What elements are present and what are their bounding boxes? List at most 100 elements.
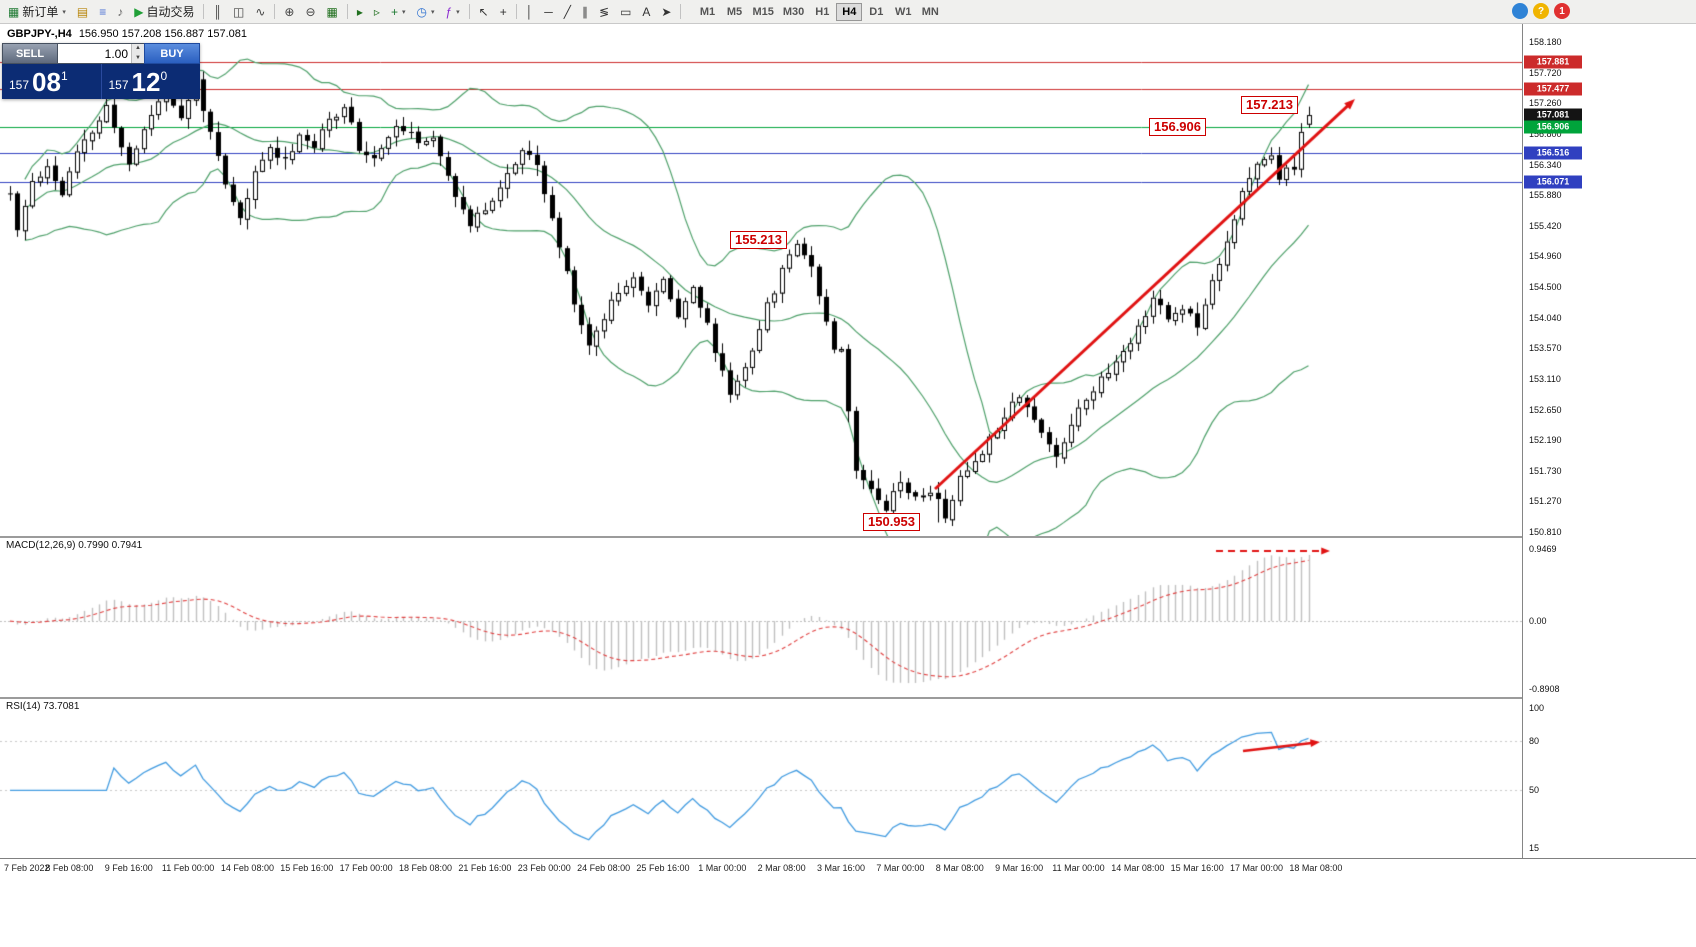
caret-down-icon: ▾ [430, 8, 435, 16]
toolbar: ▦ 新订单 ▾ ▤ ≡ ♪ ▶ 自动交易 ║ ◫ ∿ ⊕ ⊖ ▦ ▸ ▹ + ▾ ◷ ▾ ƒ ▾ ↖ + │ ─ ╱ ∥ ≶ ▭ A ➤ M1… [0, 0, 1696, 24]
bar-chart-icon[interactable]: ║ [208, 2, 227, 22]
price-level-tag: 157.477 [1524, 82, 1582, 96]
toolbar-right: ? 1 [1512, 3, 1570, 19]
arrow-objects-icon[interactable]: ➤ [656, 2, 676, 22]
panel-separator[interactable] [0, 536, 1696, 538]
toolbar-separator [680, 4, 682, 19]
charts-grid-icon[interactable]: ▤ [72, 2, 93, 22]
chart-shift-icon[interactable]: ▹ [369, 2, 385, 22]
time-axis-label: 11 Mar 00:00 [1052, 863, 1105, 873]
volume-up-button[interactable]: ▲ [132, 44, 144, 54]
new-chart-button[interactable]: + ▾ [386, 2, 411, 22]
macd-scale-label: 0.9469 [1529, 544, 1557, 554]
tile-windows-icon-glyph: ▦ [326, 4, 338, 19]
time-axis-label: 18 Feb 08:00 [398, 863, 453, 873]
caret-down-icon: ▾ [62, 8, 66, 16]
bar-chart-icon-glyph: ║ [213, 4, 222, 19]
new-order-button[interactable]: ▦ 新订单 ▾ [3, 2, 71, 22]
text-label-icon[interactable]: A [637, 2, 655, 22]
price-axis-label: 151.730 [1529, 465, 1562, 476]
vertical-line-icon[interactable]: │ [521, 2, 539, 22]
price-annotation[interactable]: 157.213 [1241, 96, 1298, 114]
crosshair-icon-glyph: + [499, 4, 507, 19]
price-annotation[interactable]: 155.213 [730, 231, 787, 249]
time-axis[interactable]: 7 Feb 2022 8 Feb 08:00 9 Feb 16:00 11 Feb 0… [0, 858, 1696, 879]
time-axis-label: 9 Feb 16:00 [104, 863, 153, 873]
time-axis-label: 21 Feb 16:00 [458, 863, 512, 873]
line-chart-icon[interactable]: ∿ [250, 2, 270, 22]
zoom-in-icon-glyph: ⊕ [284, 4, 295, 19]
time-axis-label: 1 Mar 00:00 [698, 863, 747, 873]
toolbar-separator [515, 4, 517, 19]
timeframe-h1[interactable]: H1 [815, 5, 830, 18]
bid-big-digits: 08 [32, 66, 61, 97]
macd-scale-label: -0.8908 [1529, 684, 1560, 694]
timeframe-m15[interactable]: M15 [752, 5, 774, 18]
indicators-button[interactable]: ƒ ▾ [440, 2, 464, 22]
time-axis-label: 11 Feb 00:00 [161, 863, 215, 873]
toolbar-separator [468, 4, 470, 19]
candlestick-chart-icon[interactable]: ◫ [228, 2, 249, 22]
channel-icon-glyph: ∥ [582, 4, 588, 19]
toolbar-separator [203, 4, 205, 19]
fibonacci-icon[interactable]: ≶ [594, 2, 614, 22]
sell-button[interactable]: SELL [2, 43, 58, 64]
trendline-icon-glyph: ╱ [563, 4, 571, 19]
timeframe-m1[interactable]: M1 [699, 5, 716, 18]
cursor-icon[interactable]: ↖ [474, 2, 494, 22]
zoom-out-icon-glyph: ⊖ [305, 4, 316, 19]
time-axis-label: 14 Mar 08:00 [1111, 863, 1165, 873]
volume-box: 1.00 ▲ ▼ [58, 43, 144, 64]
autotrade-button[interactable]: ▶ 自动交易 [129, 2, 199, 22]
timeframe-m5[interactable]: M5 [726, 5, 743, 18]
profiles-button[interactable]: ◷ ▾ [411, 2, 439, 22]
chart-ohlc-values: 156.950 157.208 156.887 157.081 [78, 28, 248, 40]
price-axis-label: 152.190 [1529, 435, 1562, 446]
price-axis-label: 156.800 [1529, 128, 1562, 139]
market-depth-icon[interactable]: ≡ [94, 2, 111, 22]
time-axis-label: 25 Feb 16:00 [636, 863, 690, 873]
trendline-icon[interactable]: ╱ [559, 2, 576, 22]
volume-down-button[interactable]: ▼ [132, 53, 144, 63]
auto-scroll-icon[interactable]: ▸ [352, 2, 368, 22]
price-level-tag: 156.906 [1524, 120, 1582, 134]
timeframe-w1[interactable]: W1 [895, 5, 912, 18]
price-axis-label: 153.110 [1529, 373, 1561, 384]
bid-prefix: 157 [9, 78, 30, 92]
time-axis-label: 18 Mar 08:00 [1289, 863, 1343, 873]
macd-panel-canvas[interactable] [0, 538, 1522, 697]
price-annotation[interactable]: 156.906 [1149, 118, 1206, 136]
help-icon[interactable]: ? [1533, 3, 1549, 19]
timeframe-mn[interactable]: MN [921, 5, 939, 18]
time-axis-label: 14 Feb 08:00 [220, 863, 274, 873]
price-axis-label: 154.040 [1529, 312, 1562, 323]
price-annotation[interactable]: 150.953 [863, 513, 920, 531]
toolbar-items: ▦ 新订单 ▾ ▤ ≡ ♪ ▶ 自动交易 ║ ◫ ∿ ⊕ ⊖ ▦ ▸ ▹ + ▾ ◷ ▾ ƒ ▾ ↖ + │ ─ ╱ ∥ ≶ ▭ A ➤ [3, 2, 684, 22]
price-axis[interactable]: 158.180 157.720 157.260 156.800 156.340 155.8… [1522, 24, 1696, 858]
volume-input[interactable]: 1.00 [104, 47, 128, 61]
sounds-icon[interactable]: ♪ [112, 2, 128, 22]
bid-price-display: 157 08 1 [2, 64, 102, 99]
zoom-out-icon[interactable]: ⊖ [300, 2, 320, 22]
zoom-in-icon[interactable]: ⊕ [279, 2, 299, 22]
macd-scale-label: 0.00 [1529, 616, 1547, 627]
new-order-button-label: 新订单 [22, 5, 59, 19]
notifications-badge[interactable]: 1 [1554, 3, 1570, 19]
timeframe-m30[interactable]: M30 [782, 5, 805, 18]
horizontal-line-icon[interactable]: ─ [539, 2, 558, 22]
timeframe-d1[interactable]: D1 [869, 5, 884, 18]
crosshair-icon[interactable]: + [495, 2, 512, 22]
rsi-panel-canvas[interactable] [0, 699, 1522, 858]
timeframe-h4[interactable]: H4 [836, 2, 863, 21]
line-chart-icon-glyph: ∿ [255, 4, 266, 19]
channel-icon[interactable]: ∥ [577, 2, 593, 22]
time-axis-label: 15 Mar 16:00 [1170, 863, 1224, 873]
buy-button[interactable]: BUY [144, 43, 200, 64]
time-axis-label: 15 Feb 16:00 [280, 863, 334, 873]
shapes-icon[interactable]: ▭ [615, 2, 636, 22]
shapes-icon-glyph: ▭ [620, 4, 632, 19]
tile-windows-icon[interactable]: ▦ [322, 2, 343, 22]
community-icon[interactable] [1512, 3, 1528, 19]
timeframe-bar: M1 M5 M15 M30 H1 H4 D1 W1 MN [694, 2, 943, 21]
panel-separator[interactable] [0, 697, 1696, 699]
